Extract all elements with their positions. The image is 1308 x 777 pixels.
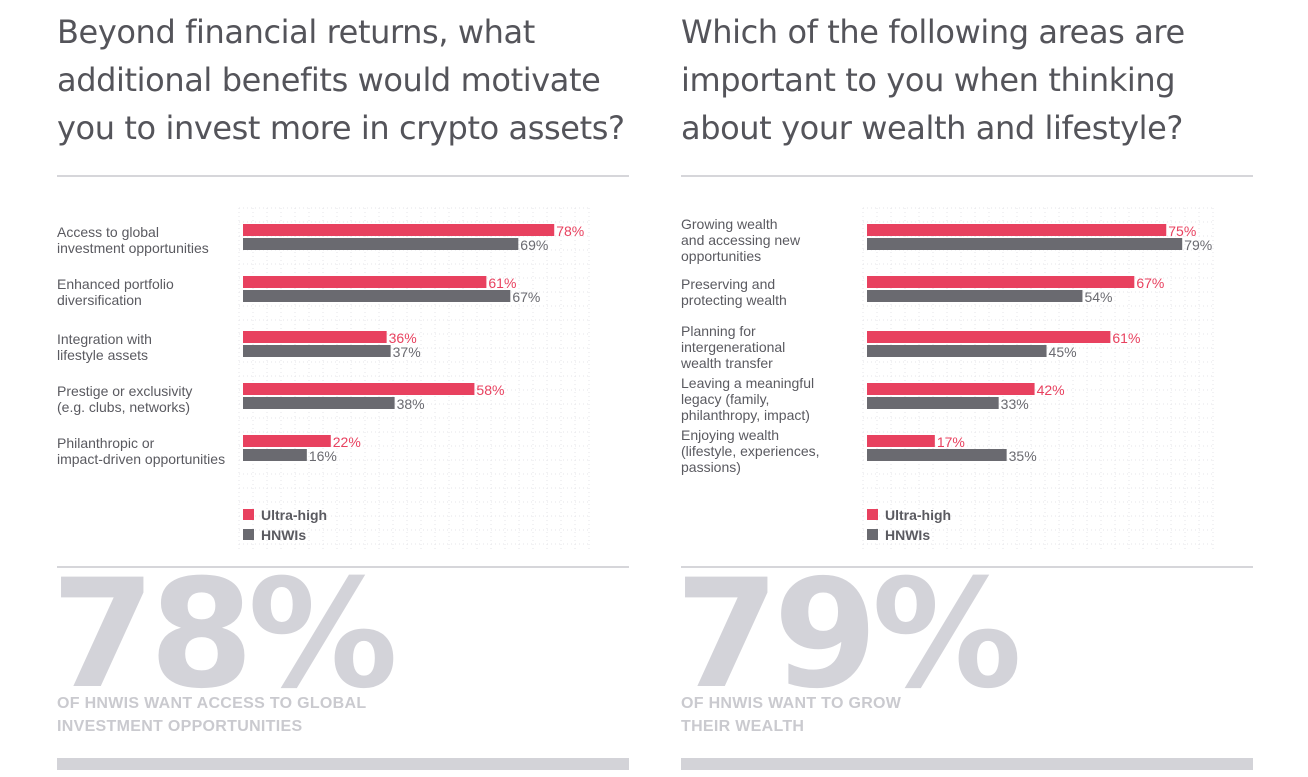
bar-uhnwi xyxy=(243,331,387,343)
panel-crypto-benefits: Beyond financial returns, what additiona… xyxy=(51,0,629,777)
bar-uhnwi xyxy=(867,276,1135,288)
data-label-hnwi: 38% xyxy=(397,396,425,412)
bar-uhnwi xyxy=(243,435,331,447)
data-label-hnwi: 37% xyxy=(393,344,421,360)
bar-hnwi xyxy=(867,449,1007,461)
data-label-uhnwi: 78% xyxy=(556,223,584,239)
highlight-stat-value: 79% xyxy=(675,548,1022,722)
bar-hnwi xyxy=(243,449,307,461)
bar-uhnwi xyxy=(243,383,475,395)
category-label: Preserving and xyxy=(681,276,775,292)
category-label: (lifestyle, experiences, xyxy=(681,443,820,459)
data-label-hnwi: 67% xyxy=(512,289,540,305)
bar-hnwi xyxy=(243,397,395,409)
bar-uhnwi xyxy=(867,383,1035,395)
data-label-uhnwi: 61% xyxy=(488,275,516,291)
legend-label-uhnwi: Ultra-high xyxy=(261,507,327,523)
data-label-hnwi: 69% xyxy=(520,237,548,253)
data-label-hnwi: 45% xyxy=(1049,344,1077,360)
data-label-hnwi: 16% xyxy=(309,448,337,464)
bar-hnwi xyxy=(867,290,1083,302)
bar-hnwi xyxy=(867,397,999,409)
data-label-hnwi: 79% xyxy=(1184,237,1212,253)
divider xyxy=(681,175,1253,177)
data-label-hnwi: 35% xyxy=(1009,448,1037,464)
footer-bar xyxy=(681,758,1253,770)
category-label: impact-driven opportunities xyxy=(57,451,225,467)
data-label-uhnwi: 22% xyxy=(333,434,361,450)
category-label: opportunities xyxy=(681,248,761,264)
data-label-uhnwi: 67% xyxy=(1136,275,1164,291)
data-label-uhnwi: 61% xyxy=(1112,330,1140,346)
divider xyxy=(681,566,1253,568)
bar-hnwi xyxy=(243,238,519,250)
category-label: and accessing new xyxy=(681,232,801,248)
highlight-stat-value: 78% xyxy=(51,548,398,722)
category-label: protecting wealth xyxy=(681,292,787,308)
data-label-hnwi: 54% xyxy=(1084,289,1112,305)
legend-swatch-uhnwi xyxy=(867,509,878,520)
category-label: Enjoying wealth xyxy=(681,427,779,443)
bar-uhnwi xyxy=(243,276,487,288)
highlight-stat-caption: OF HNWIS WANT TO GROW THEIR WEALTH xyxy=(681,695,902,735)
category-label: wealth transfer xyxy=(680,355,773,371)
bar-hnwi xyxy=(867,238,1183,250)
legend-label-uhnwi: Ultra-high xyxy=(885,507,951,523)
highlight-stat-caption: OF HNWIS WANT ACCESS TO GLOBAL INVESTMEN… xyxy=(57,695,367,735)
bar-hnwi xyxy=(867,345,1047,357)
category-label: diversification xyxy=(57,292,142,308)
chart-grid xyxy=(238,207,590,550)
legend-swatch-hnwi xyxy=(867,529,878,540)
question-title: Which of the following areas are importa… xyxy=(681,13,1185,147)
category-label: investment opportunities xyxy=(57,240,209,256)
data-label-uhnwi: 17% xyxy=(937,434,965,450)
legend-label-hnwi: HNWIs xyxy=(885,527,930,543)
category-label: intergenerational xyxy=(681,339,785,355)
legend-swatch-uhnwi xyxy=(243,509,254,520)
data-label-uhnwi: 75% xyxy=(1168,223,1196,239)
legend-label-hnwi: HNWIs xyxy=(261,527,306,543)
divider xyxy=(57,566,629,568)
bar-uhnwi xyxy=(867,331,1111,343)
category-label: passions) xyxy=(681,459,741,475)
category-label: Prestige or exclusivity xyxy=(57,383,192,399)
footer-bar xyxy=(57,758,629,770)
category-label: Philanthropic or xyxy=(57,435,155,451)
category-label: Enhanced portfolio xyxy=(57,276,174,292)
category-label: philanthropy, impact) xyxy=(681,407,810,423)
bar-hnwi xyxy=(243,290,511,302)
category-label: Integration with xyxy=(57,331,152,347)
chart-grid xyxy=(862,207,1214,550)
category-label: lifestyle assets xyxy=(57,347,148,363)
category-label: (e.g. clubs, networks) xyxy=(57,399,190,415)
panel-wealth-priorities: Which of the following areas are importa… xyxy=(675,0,1253,777)
category-label: Planning for xyxy=(681,323,756,339)
bar-hnwi xyxy=(243,345,391,357)
category-label: Access to global xyxy=(57,224,159,240)
bar-uhnwi xyxy=(867,224,1167,236)
question-title: Beyond financial returns, what additiona… xyxy=(57,13,625,147)
data-label-uhnwi: 36% xyxy=(389,330,417,346)
data-label-hnwi: 33% xyxy=(1001,396,1029,412)
divider xyxy=(57,175,629,177)
category-label: Growing wealth xyxy=(681,216,778,232)
bar-uhnwi xyxy=(867,435,935,447)
legend-swatch-hnwi xyxy=(243,529,254,540)
category-label: legacy (family, xyxy=(681,391,769,407)
data-label-uhnwi: 58% xyxy=(476,382,504,398)
category-label: Leaving a meaningful xyxy=(681,375,814,391)
bar-uhnwi xyxy=(243,224,555,236)
data-label-uhnwi: 42% xyxy=(1037,382,1065,398)
